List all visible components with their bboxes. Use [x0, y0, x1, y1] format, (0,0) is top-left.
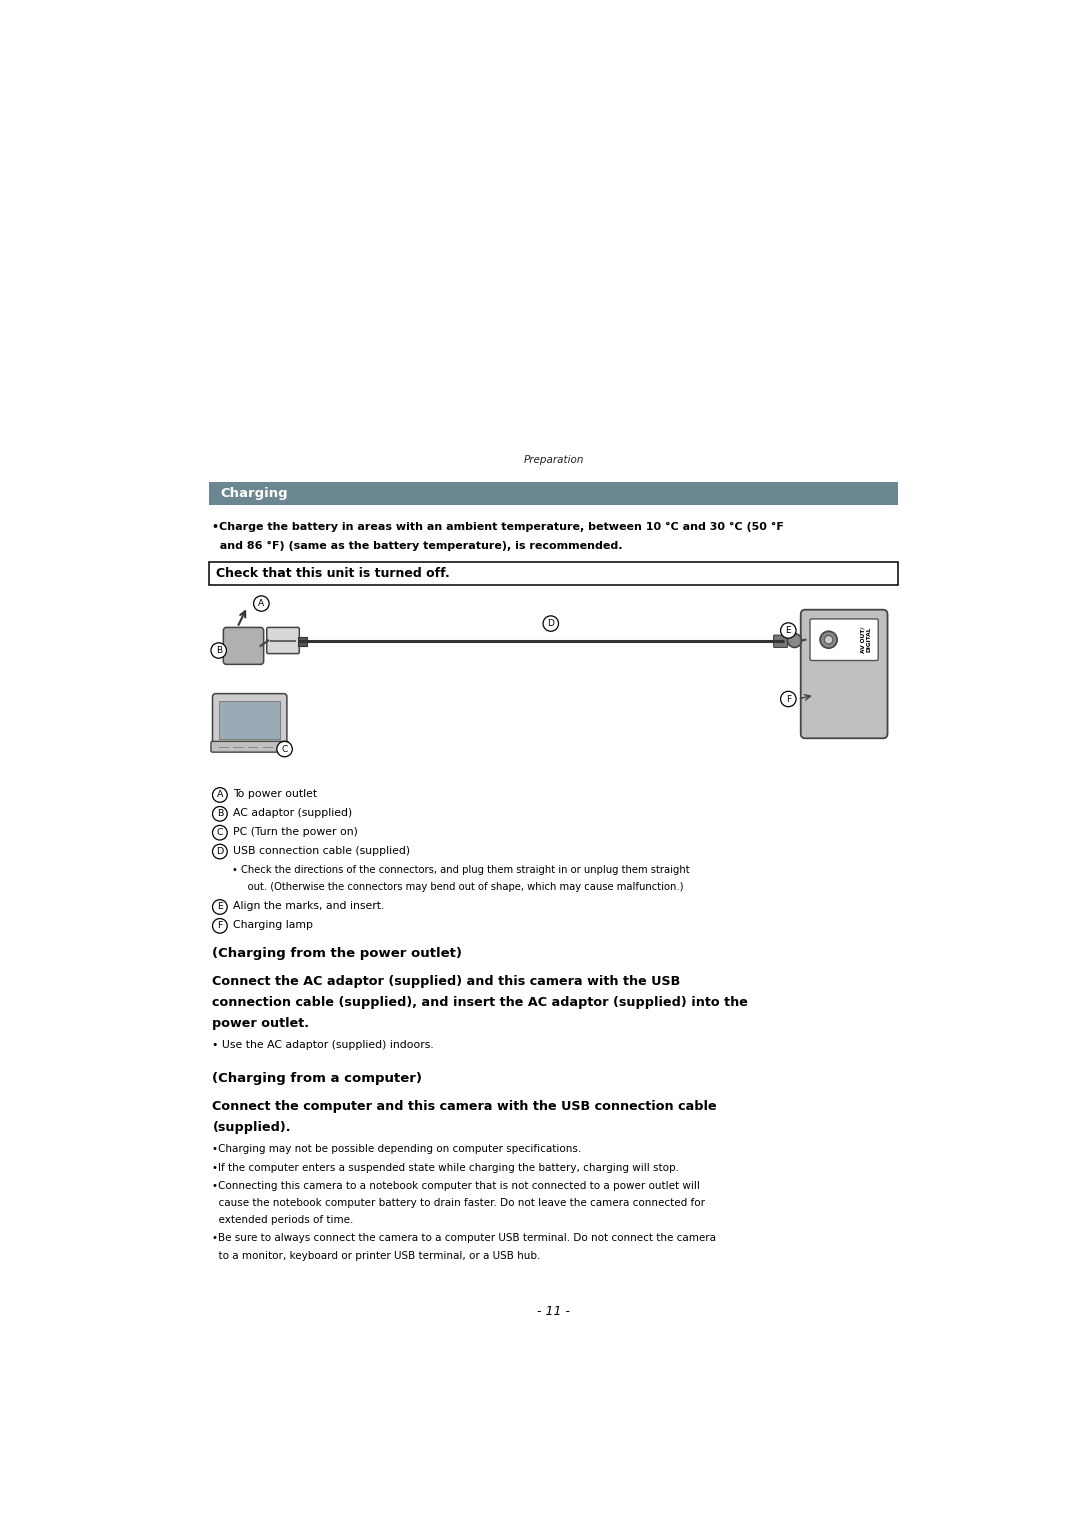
Circle shape: [211, 642, 227, 658]
Circle shape: [213, 787, 227, 803]
Text: Align the marks, and insert.: Align the marks, and insert.: [233, 902, 384, 911]
Text: •Charge the battery in areas with an ambient temperature, between 10 °C and 30 °: •Charge the battery in areas with an amb…: [213, 522, 784, 533]
Text: •If the computer enters a suspended state while charging the battery, charging w: •If the computer enters a suspended stat…: [213, 1163, 679, 1172]
Text: (Charging from the power outlet): (Charging from the power outlet): [213, 948, 462, 960]
Circle shape: [213, 844, 227, 859]
Circle shape: [781, 623, 796, 638]
Circle shape: [276, 742, 293, 757]
Circle shape: [213, 900, 227, 914]
Text: •Be sure to always connect the camera to a computer USB terminal. Do not connect: •Be sure to always connect the camera to…: [213, 1233, 716, 1244]
Text: USB connection cable (supplied): USB connection cable (supplied): [233, 845, 410, 856]
Text: Connect the computer and this camera with the USB connection cable: Connect the computer and this camera wit…: [213, 1100, 717, 1112]
Circle shape: [781, 691, 796, 707]
Circle shape: [254, 595, 269, 612]
FancyBboxPatch shape: [213, 694, 287, 746]
Text: PC (Turn the power on): PC (Turn the power on): [233, 827, 359, 836]
Text: •Connecting this camera to a notebook computer that is not connected to a power : •Connecting this camera to a notebook co…: [213, 1181, 700, 1190]
Text: (supplied).: (supplied).: [213, 1122, 291, 1134]
Text: to a monitor, keyboard or printer USB terminal, or a USB hub.: to a monitor, keyboard or printer USB te…: [213, 1251, 541, 1260]
Bar: [208, 482, 899, 505]
FancyBboxPatch shape: [211, 742, 288, 752]
Circle shape: [824, 635, 833, 644]
FancyBboxPatch shape: [800, 610, 888, 739]
Circle shape: [787, 633, 801, 647]
Text: A: A: [258, 600, 265, 607]
Text: • Use the AC adaptor (supplied) indoors.: • Use the AC adaptor (supplied) indoors.: [213, 1041, 434, 1050]
Text: (Charging from a computer): (Charging from a computer): [213, 1073, 422, 1085]
Bar: [219, 700, 280, 739]
Circle shape: [213, 807, 227, 821]
Text: A: A: [217, 790, 224, 800]
Circle shape: [213, 826, 227, 839]
Text: connection cable (supplied), and insert the AC adaptor (supplied) into the: connection cable (supplied), and insert …: [213, 996, 748, 1009]
FancyBboxPatch shape: [298, 636, 307, 645]
Text: To power outlet: To power outlet: [233, 789, 318, 800]
Circle shape: [543, 617, 558, 632]
FancyBboxPatch shape: [267, 627, 299, 653]
Text: - 11 -: - 11 -: [537, 1305, 570, 1318]
FancyBboxPatch shape: [773, 635, 787, 647]
FancyBboxPatch shape: [810, 620, 878, 661]
Text: • Check the directions of the connectors, and plug them straight in or unplug th: • Check the directions of the connectors…: [232, 865, 689, 874]
Text: out. (Otherwise the connectors may bend out of shape, which may cause malfunctio: out. (Otherwise the connectors may bend …: [232, 882, 684, 893]
Text: B: B: [217, 809, 224, 818]
Text: C: C: [217, 829, 224, 838]
Circle shape: [820, 632, 837, 649]
Text: cause the notebook computer battery to drain faster. Do not leave the camera con: cause the notebook computer battery to d…: [213, 1198, 705, 1209]
Text: C: C: [282, 745, 287, 754]
Text: extended periods of time.: extended periods of time.: [213, 1215, 354, 1225]
Text: Charging lamp: Charging lamp: [233, 920, 313, 929]
Text: B: B: [216, 645, 221, 655]
Circle shape: [213, 919, 227, 934]
Text: D: D: [548, 620, 554, 629]
Text: Preparation: Preparation: [523, 455, 584, 465]
Text: power outlet.: power outlet.: [213, 1016, 310, 1030]
Text: AV OUT/
DIGITAL: AV OUT/ DIGITAL: [861, 627, 872, 653]
Text: D: D: [216, 847, 224, 856]
Text: •Charging may not be possible depending on computer specifications.: •Charging may not be possible depending …: [213, 1144, 582, 1155]
Text: AC adaptor (supplied): AC adaptor (supplied): [233, 807, 353, 818]
Text: and 86 °F) (same as the battery temperature), is recommended.: and 86 °F) (same as the battery temperat…: [213, 540, 623, 551]
Text: Check that this unit is turned off.: Check that this unit is turned off.: [216, 568, 450, 580]
Bar: [208, 563, 899, 584]
Text: F: F: [786, 694, 791, 703]
Text: E: E: [785, 626, 792, 635]
Text: Charging: Charging: [220, 487, 288, 501]
FancyBboxPatch shape: [224, 627, 264, 664]
Text: E: E: [217, 902, 222, 911]
Text: F: F: [217, 922, 222, 931]
Text: Connect the AC adaptor (supplied) and this camera with the USB: Connect the AC adaptor (supplied) and th…: [213, 975, 680, 987]
